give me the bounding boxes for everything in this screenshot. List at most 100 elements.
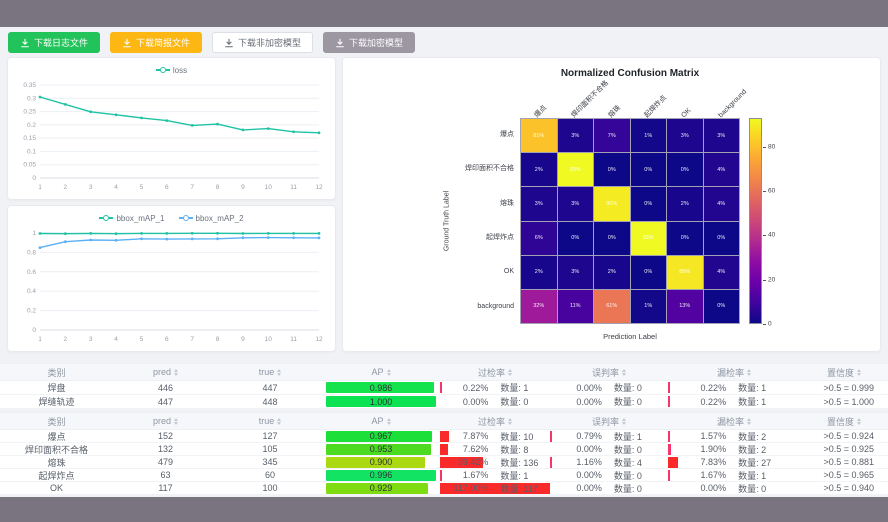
sort-caret-icon[interactable] <box>174 417 178 425</box>
category-cell: 焊盘 <box>47 383 66 393</box>
legend-item-bbox-map-2[interactable]: bbox_mAP_2 <box>178 214 244 223</box>
rate-count: 数量: 1 <box>738 397 767 407</box>
category-cell: OK <box>49 483 63 493</box>
sort-caret-icon[interactable] <box>386 368 391 376</box>
svg-text:0.2: 0.2 <box>27 308 36 315</box>
matrix-cell: 6% <box>521 221 557 255</box>
column-header-miss-rate[interactable]: 漏检率 <box>668 413 800 429</box>
column-header-true[interactable]: true <box>218 413 322 429</box>
ap-bar <box>326 396 436 407</box>
table-row: OK 117 100 0.929 117.00% 数量: 117 0.00% 数量: 0 0.0… <box>0 482 888 495</box>
miss-cell: 1.57% 数量: 2 <box>668 430 800 442</box>
legend-item-bbox-map-1[interactable]: bbox_mAP_1 <box>99 213 165 223</box>
column-header-label: pred <box>152 416 171 426</box>
category-cell: 焊印面积不合格 <box>24 444 88 455</box>
matrix-cell-value: 0% <box>571 235 580 242</box>
colorbar-tick <box>763 235 766 237</box>
column-header-pred[interactable]: pred <box>113 364 218 380</box>
rate-count: 数量: 8 <box>500 444 529 455</box>
svg-text:1: 1 <box>38 336 42 343</box>
download-unencrypted-model-button[interactable]: 下载非加密模型 <box>212 32 314 53</box>
true-cell: 345 <box>262 457 278 467</box>
svg-text:1: 1 <box>38 184 42 191</box>
column-header-over-detect-rate[interactable]: 过检率 <box>440 413 550 429</box>
legend-label: bbox_mAP_1 <box>116 213 165 223</box>
matrix-cell: 0% <box>630 153 666 187</box>
colorbar-tick-label: 80 <box>768 143 776 151</box>
sort-caret-icon[interactable] <box>747 368 751 376</box>
column-header-label: 漏检率 <box>716 367 744 378</box>
column-header-true[interactable]: true <box>218 364 322 380</box>
rate-count: 数量: 0 <box>738 483 767 494</box>
miss-cell: 0.22% 数量: 1 <box>668 381 800 394</box>
column-header-ap[interactable]: AP <box>322 364 440 380</box>
matrix-row-label: background <box>477 302 514 310</box>
matrix-cell-value: 32% <box>533 303 545 310</box>
column-header-pred[interactable]: pred <box>113 413 218 429</box>
download-encrypted-model-button[interactable]: 下载加密模型 <box>323 32 416 53</box>
rate-count: 数量: 1 <box>738 470 767 481</box>
rate-percent: 1.67% <box>700 470 727 480</box>
matrix-cell-value: 0% <box>717 303 726 310</box>
rate-bar <box>440 482 550 494</box>
sort-caret-icon[interactable] <box>174 368 178 376</box>
column-header-label: 置信度 <box>826 416 854 427</box>
rate-bar <box>550 456 552 468</box>
over-detect-cell: 7.62% 数量: 8 <box>440 443 550 455</box>
table-row: 爆点 152 127 0.967 7.87% 数量: 10 0.79% 数量: 1 1.57% 数… <box>0 430 888 443</box>
button-label: 下载日志文件 <box>34 38 89 48</box>
pred-cell: 152 <box>157 431 174 441</box>
button-label: 下载加密模型 <box>349 38 404 48</box>
matrix-cell: 61% <box>594 289 630 323</box>
sort-caret-icon[interactable] <box>277 368 282 376</box>
matrix-cell-value: 1% <box>644 303 653 310</box>
rate-bar <box>668 469 671 481</box>
column-header-miss-rate[interactable]: 漏检率 <box>668 364 800 380</box>
column-header-confidence[interactable]: 置信度 <box>800 413 888 429</box>
matrix-cell: 11% <box>557 289 593 323</box>
column-header-over-detect-rate[interactable]: 过检率 <box>440 364 550 380</box>
column-header-category: 类别 <box>0 364 113 380</box>
ap-cell: 1.000 <box>322 395 440 408</box>
sort-caret-icon[interactable] <box>857 368 861 376</box>
confidence-cell: >0.5 = 0.940 <box>823 483 874 493</box>
download-log-file-button[interactable]: 下载日志文件 <box>8 32 101 53</box>
misjudge-cell: 0.00% 数量: 0 <box>550 395 668 408</box>
dashboard-content: 下载日志文件 下载简报文件 下载非加密模型 下载加密模型 loss 0 0.05 0.1 0… <box>0 27 888 497</box>
ap-value: 1.000 <box>369 396 393 407</box>
svg-text:0.2: 0.2 <box>27 122 36 129</box>
column-header-misjudge-rate[interactable]: 误判率 <box>550 364 668 380</box>
matrix-row-label: 爆点 <box>500 131 514 138</box>
loss-chart-card: loss 0 0.05 0.1 0.15 0.2 0.25 0.3 0.35 1 2 3 4 5 6 7 8 9… <box>7 57 336 200</box>
matrix-cell: 2% <box>521 153 557 187</box>
column-header-label: 漏检率 <box>716 416 744 427</box>
matrix-cell: 2% <box>594 255 630 289</box>
sort-caret-icon[interactable] <box>508 417 512 425</box>
download-icon <box>21 38 29 47</box>
matrix-cell-value: 0% <box>680 166 689 173</box>
sort-caret-icon[interactable] <box>622 368 626 376</box>
column-header-misjudge-rate[interactable]: 误判率 <box>550 413 668 429</box>
matrix-cell: 93% <box>630 221 666 255</box>
column-header-ap[interactable]: AP <box>322 413 440 429</box>
rate-count: 数量: 0 <box>613 383 642 393</box>
column-header-confidence[interactable]: 置信度 <box>800 364 888 380</box>
rate-percent: 117.00% <box>453 483 489 493</box>
sort-caret-icon[interactable] <box>277 417 282 425</box>
matrix-cell-value: 2% <box>607 269 616 276</box>
matrix-cell: 89% <box>667 255 703 289</box>
pred-cell: 63 <box>160 470 171 480</box>
sort-caret-icon[interactable] <box>747 417 751 425</box>
rate-count: 数量: 0 <box>613 483 642 494</box>
sort-caret-icon[interactable] <box>622 417 626 425</box>
download-report-file-button[interactable]: 下载简报文件 <box>110 32 203 53</box>
rate-count: 数量: 0 <box>613 397 642 407</box>
sort-caret-icon[interactable] <box>857 417 861 425</box>
confusion-matrix-grid: 81% 3% 7% 1% 3% 3% 2% 93% 0% 0% 0% 4% 3% 3% 90% 0% 2% 4% 6… <box>520 118 740 324</box>
true-cell: 447 <box>262 382 278 393</box>
over-detect-cell: 117.00% 数量: 117 <box>440 482 550 494</box>
legend-item-loss[interactable]: loss <box>155 66 187 75</box>
colorbar-tick <box>763 279 766 281</box>
sort-caret-icon[interactable] <box>508 368 512 376</box>
sort-caret-icon[interactable] <box>386 417 391 425</box>
